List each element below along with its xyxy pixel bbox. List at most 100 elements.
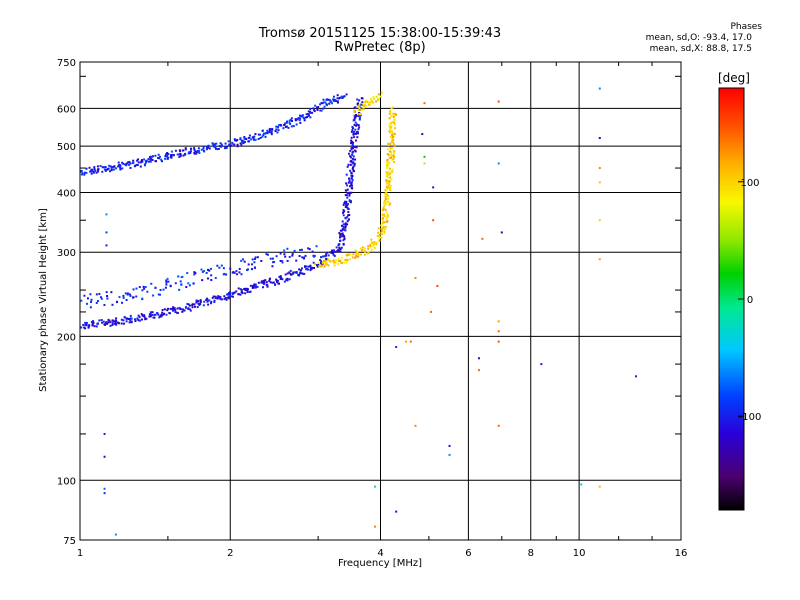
- phase-legend-heading: Phases: [730, 22, 762, 32]
- data-point: [388, 183, 391, 186]
- data-point: [330, 251, 333, 254]
- data-point: [343, 202, 346, 205]
- data-point: [254, 284, 257, 287]
- data-point: [385, 195, 388, 198]
- x-tick-label: 1: [77, 548, 83, 559]
- data-point: [210, 302, 213, 305]
- data-point: [392, 121, 395, 124]
- data-point: [253, 286, 256, 289]
- data-point: [277, 129, 280, 132]
- data-point: [361, 246, 364, 249]
- data-point: [392, 115, 395, 118]
- data-point: [375, 95, 378, 98]
- data-point: [342, 239, 345, 242]
- data-point: [288, 278, 291, 281]
- data-point: [346, 188, 349, 191]
- data-point: [251, 285, 254, 288]
- data-point: [357, 109, 360, 112]
- data-point: [211, 143, 214, 146]
- data-point: [284, 255, 287, 258]
- data-point: [316, 109, 319, 112]
- data-point: [151, 311, 154, 314]
- data-point: [193, 271, 196, 274]
- data-point: [246, 291, 249, 294]
- data-point: [217, 295, 220, 298]
- data-point: [165, 281, 168, 284]
- data-point: [81, 172, 84, 175]
- data-point: [385, 166, 388, 169]
- data-point: [423, 162, 426, 165]
- data-point: [239, 293, 242, 296]
- data-point: [193, 148, 196, 151]
- data-point: [95, 293, 98, 296]
- data-point: [137, 158, 140, 161]
- data-point: [383, 202, 386, 205]
- data-point: [388, 123, 391, 126]
- data-point: [273, 260, 276, 263]
- data-point: [391, 140, 394, 143]
- data-point: [358, 107, 361, 110]
- data-point: [370, 241, 373, 244]
- data-point: [164, 286, 167, 289]
- colorbar-tick-label: -100: [739, 412, 762, 423]
- data-point: [191, 306, 194, 309]
- data-point: [206, 145, 209, 148]
- data-point: [183, 309, 186, 312]
- data-point: [386, 172, 389, 175]
- data-point: [382, 221, 385, 224]
- data-point: [324, 101, 327, 104]
- data-point: [154, 313, 157, 316]
- data-point: [298, 268, 301, 271]
- data-point: [170, 308, 173, 311]
- data-point: [126, 293, 129, 296]
- data-point: [285, 278, 288, 281]
- data-point: [309, 108, 312, 111]
- data-point: [145, 160, 148, 163]
- data-point: [275, 255, 278, 258]
- data-point: [98, 292, 101, 295]
- data-point: [350, 191, 353, 194]
- data-point: [339, 233, 342, 236]
- data-point: [174, 282, 177, 285]
- data-point: [393, 118, 396, 121]
- data-point: [93, 325, 96, 328]
- data-point: [232, 292, 235, 295]
- data-point: [357, 255, 360, 258]
- data-point: [158, 293, 161, 296]
- data-point: [347, 214, 350, 217]
- data-point: [137, 161, 140, 164]
- data-point: [349, 181, 352, 184]
- data-point: [201, 270, 204, 273]
- data-point: [347, 218, 350, 221]
- data-point: [258, 133, 261, 136]
- data-point: [349, 253, 352, 256]
- data-point: [388, 186, 391, 189]
- data-point: [315, 106, 318, 109]
- data-point: [338, 232, 341, 235]
- data-point: [135, 159, 138, 162]
- data-point: [634, 375, 637, 378]
- data-point: [394, 123, 397, 126]
- data-point: [108, 164, 111, 167]
- data-point: [132, 288, 135, 291]
- colorbar-ticks: 100 0 -100: [738, 178, 761, 423]
- data-point: [269, 257, 272, 260]
- data-point: [95, 171, 98, 174]
- data-point: [172, 306, 175, 309]
- data-point: [293, 249, 296, 252]
- data-point: [193, 273, 196, 276]
- data-point: [388, 112, 391, 115]
- data-point: [372, 95, 375, 98]
- data-point: [386, 185, 389, 188]
- data-point: [344, 225, 347, 228]
- data-point: [93, 167, 96, 170]
- data-point: [348, 177, 351, 180]
- data-point: [298, 255, 301, 258]
- data-point: [253, 283, 256, 286]
- data-point: [121, 167, 124, 170]
- data-point: [281, 260, 284, 263]
- data-point: [340, 256, 343, 259]
- data-point: [138, 286, 141, 289]
- data-point: [338, 249, 341, 252]
- data-point: [382, 213, 385, 216]
